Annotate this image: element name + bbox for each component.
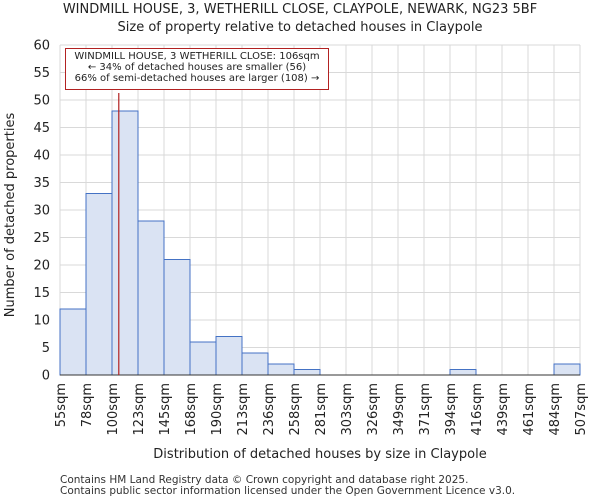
histogram-bar: [553, 363, 581, 376]
x-tick-label: 78sqm: [80, 383, 95, 427]
x-tick-label: 371sqm: [418, 383, 433, 436]
annotation-line-2: ← 34% of detached houses are smaller (56…: [87, 62, 307, 73]
x-tick-label: 236sqm: [262, 383, 277, 436]
annotation-line-1: WINDMILL HOUSE, 3 WETHERILL CLOSE: 106sq…: [74, 51, 320, 62]
y-axis-label: Number of detached properties: [3, 113, 18, 318]
chart-subtitle: Size of property relative to detached ho…: [117, 20, 483, 35]
x-tick-label: 168sqm: [184, 383, 199, 436]
x-tick-label: 145sqm: [158, 383, 173, 436]
footer-line-2: Contains public sector information licen…: [60, 485, 516, 497]
x-tick-label: 507sqm: [574, 383, 589, 436]
y-tick-label: 30: [33, 204, 50, 219]
histogram-bar: [293, 369, 321, 376]
x-tick-label: 394sqm: [444, 383, 459, 436]
y-tick-label: 20: [33, 259, 50, 274]
histogram-bar: [449, 369, 477, 376]
footer-line-1: Contains HM Land Registry data © Crown c…: [60, 474, 469, 486]
y-tick-label: 50: [33, 94, 50, 109]
x-tick-label: 213sqm: [236, 383, 251, 436]
y-tick-label: 35: [33, 176, 50, 191]
chart-title: WINDMILL HOUSE, 3, WETHERILL CLOSE, CLAY…: [62, 2, 538, 17]
y-tick-label: 55: [33, 66, 50, 81]
x-tick-label: 349sqm: [392, 383, 407, 436]
y-tick-label: 40: [33, 149, 50, 164]
histogram-bar: [215, 336, 243, 376]
x-tick-label: 258sqm: [288, 383, 303, 436]
histogram-bar: [163, 259, 191, 376]
x-tick-label: 326sqm: [366, 383, 381, 436]
x-tick-label: 123sqm: [132, 383, 147, 436]
y-tick-label: 15: [33, 286, 50, 301]
x-tick-label: 484sqm: [548, 383, 563, 436]
x-tick-label: 439sqm: [496, 383, 511, 436]
x-tick-label: 303sqm: [340, 383, 355, 436]
x-tick-label: 55sqm: [54, 383, 69, 427]
y-tick-label: 0: [42, 369, 50, 384]
x-tick-label: 416sqm: [470, 383, 485, 436]
y-tick-label: 45: [33, 121, 50, 136]
y-tick-label: 10: [33, 314, 50, 329]
histogram-bar: [267, 363, 295, 376]
annotation-line-3: 66% of semi-detached houses are larger (…: [74, 73, 320, 84]
annotation-box: WINDMILL HOUSE, 3 WETHERILL CLOSE: 106sq…: [65, 48, 329, 90]
histogram-bar: [85, 193, 113, 376]
x-tick-label: 100sqm: [106, 383, 121, 436]
y-tick-label: 60: [33, 39, 50, 54]
histogram-bar: [59, 308, 87, 376]
y-tick-label: 5: [42, 341, 50, 356]
x-tick-label: 190sqm: [210, 383, 225, 436]
histogram-bar: [241, 352, 269, 376]
x-tick-label: 461sqm: [522, 383, 537, 436]
histogram-bar: [111, 110, 139, 376]
histogram-bar: [189, 341, 217, 376]
y-tick-label: 25: [33, 231, 50, 246]
x-tick-label: 281sqm: [314, 383, 329, 436]
histogram-bar: [137, 220, 165, 376]
x-axis-label: Distribution of detached houses by size …: [153, 447, 486, 462]
